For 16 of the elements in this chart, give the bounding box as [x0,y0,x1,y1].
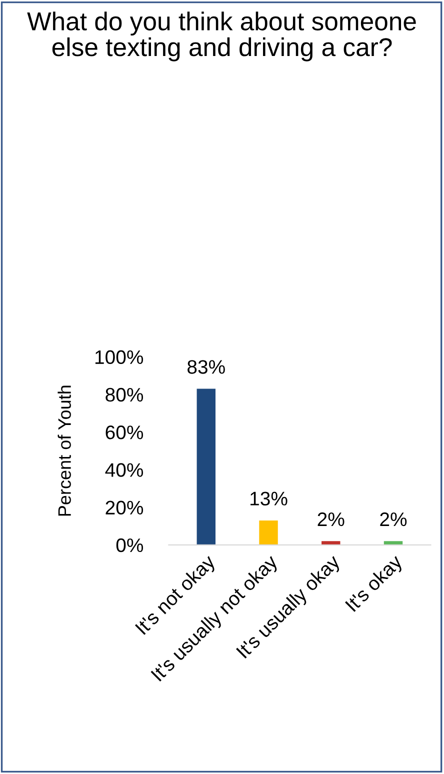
y-tick-label: 60% [106,426,144,440]
y-tick-label: 40% [105,463,144,477]
bar [384,541,403,545]
y-tick-label: 20% [106,500,144,515]
data-label: 83% [188,360,225,374]
bar [322,541,340,545]
data-label: 2% [318,512,344,526]
chart-title: What do you think about someone else texting and driving a car? [27,12,416,62]
y-tick-label: 80% [106,388,144,402]
y-axis-title: Percent of Youth [58,386,71,516]
data-label: 2% [380,512,407,526]
bar [259,520,278,545]
y-tick-label: 100% [95,350,144,364]
data-label: 13% [250,492,288,506]
y-tick-label: 0% [116,538,144,552]
bar [196,388,216,545]
